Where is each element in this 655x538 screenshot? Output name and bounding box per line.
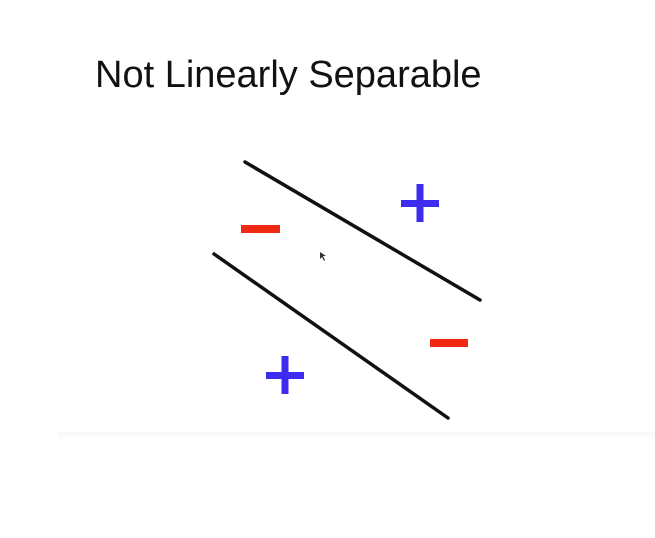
upper-boundary-line bbox=[243, 160, 482, 302]
slide-title: Not Linearly Separable bbox=[95, 54, 482, 96]
slide-bottom-shadow bbox=[58, 432, 655, 440]
negative-sample-right bbox=[430, 339, 468, 347]
negative-sample-left bbox=[241, 225, 280, 233]
mouse-cursor-icon bbox=[320, 252, 326, 261]
positive-sample-upper-right bbox=[401, 184, 439, 222]
positive-sample-lower-left bbox=[266, 356, 304, 394]
lower-boundary-line bbox=[212, 252, 450, 420]
